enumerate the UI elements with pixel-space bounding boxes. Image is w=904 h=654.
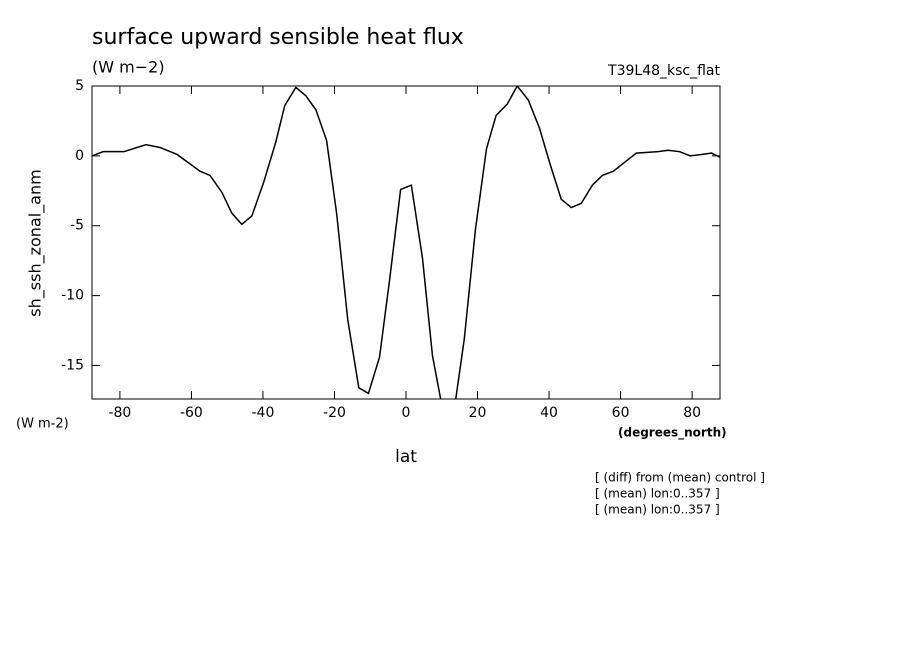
y-tick-label: 0	[75, 148, 84, 164]
x-tick-label: 0	[402, 405, 411, 421]
run-label: T39L48_ksc_flat	[607, 63, 720, 79]
x-tick-label: 20	[469, 405, 487, 421]
chart-title: surface upward sensible heat flux	[92, 25, 464, 50]
data-line	[92, 86, 720, 399]
x-axis-label: lat	[395, 447, 417, 467]
annotation: [ (diff) from (mean) control ]	[595, 471, 765, 485]
annotation: [ (mean) lon:0..357 ]	[595, 487, 720, 501]
y-tick-label: 5	[75, 78, 84, 94]
y-axis-label: sh_ssh_zonal_anm	[26, 169, 46, 316]
x-tick-label: 40	[540, 405, 558, 421]
x-tick-label: 80	[683, 405, 701, 421]
x-units: (degrees_north)	[618, 426, 727, 441]
x-tick-label: -60	[180, 405, 203, 421]
x-tick-label: -40	[252, 405, 275, 421]
y-units: (W m-2)	[16, 417, 69, 432]
units: (W m−2)	[92, 58, 165, 77]
y-tick-label: -10	[61, 288, 84, 304]
x-tick-label: -80	[108, 405, 131, 421]
x-tick-label: -20	[323, 405, 346, 421]
annotation: [ (mean) lon:0..357 ]	[595, 503, 720, 517]
x-tick-label: 60	[612, 405, 630, 421]
y-tick-label: -15	[61, 357, 84, 373]
y-tick-label: -5	[70, 218, 84, 234]
